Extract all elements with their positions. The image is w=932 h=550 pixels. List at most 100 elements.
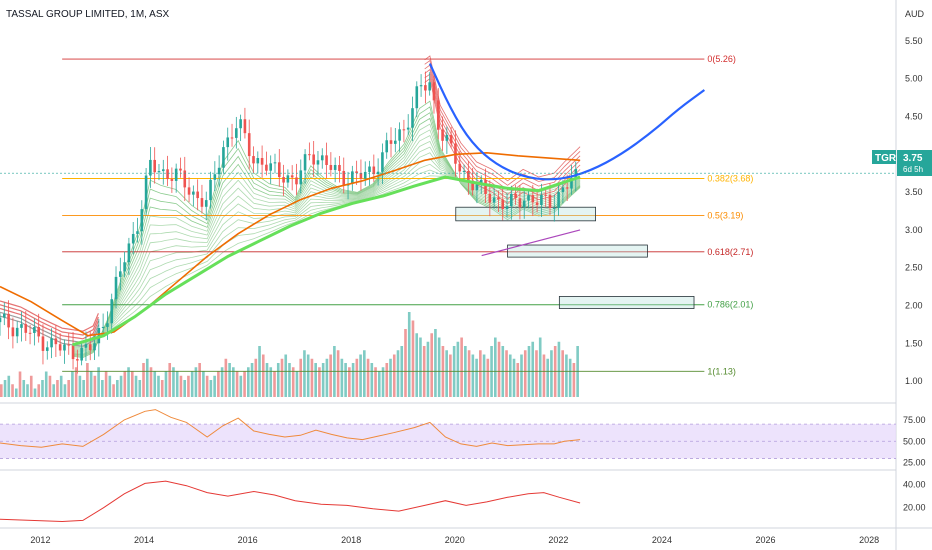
candle-body — [505, 206, 509, 210]
volume-bar — [104, 371, 108, 397]
candle-body — [11, 327, 15, 337]
candle-body — [204, 200, 208, 207]
volume-bar — [516, 363, 520, 397]
ma-ribbon-early-line — [0, 300, 99, 332]
volume-bar — [130, 371, 134, 397]
candle-body — [565, 187, 569, 189]
x-tick-label: 2026 — [756, 535, 776, 545]
candle-body — [88, 344, 92, 351]
candle-body — [527, 195, 530, 201]
candle-body — [28, 332, 32, 334]
candle-body — [419, 85, 423, 87]
candle-body — [157, 171, 161, 173]
candle-body — [329, 165, 333, 170]
candle-body — [80, 347, 83, 361]
volume-bar — [153, 371, 157, 397]
candle-body — [467, 170, 470, 182]
candle-body — [333, 164, 337, 170]
price-badge: TGR 3.75 6d 5h — [872, 150, 932, 176]
volume-bar — [411, 320, 415, 397]
candle-body — [355, 171, 358, 174]
volume-bar — [385, 363, 389, 397]
candle-body — [312, 154, 315, 165]
currency-label: AUD — [905, 9, 925, 19]
candle-body — [432, 82, 436, 101]
candle-body — [445, 134, 449, 141]
ma-ribbon-line — [72, 123, 581, 354]
volume-bar — [265, 363, 269, 397]
volume-bar — [138, 380, 142, 397]
volume-bar — [7, 375, 11, 397]
adx-line — [0, 480, 581, 523]
badge-countdown: 6d 5h — [903, 165, 923, 174]
x-tick-label: 2018 — [341, 535, 361, 545]
y-tick-label: 5.00 — [905, 74, 923, 84]
volume-bar — [67, 380, 70, 397]
volume-bar — [175, 371, 179, 397]
volume-bar — [512, 358, 516, 397]
target-zone — [455, 206, 597, 222]
candle-body — [101, 326, 105, 328]
volume-bar — [232, 367, 235, 397]
candle-body — [41, 336, 45, 351]
volume-bar — [71, 371, 74, 397]
candle-body — [308, 154, 311, 156]
volume-bar — [93, 375, 97, 397]
ma-ribbon-line — [72, 152, 581, 350]
volume-bar — [318, 367, 321, 397]
ma-ribbon-line — [72, 158, 581, 349]
volume-bar — [63, 384, 67, 397]
candle-body — [252, 156, 255, 164]
candle-body — [376, 171, 380, 175]
candle-body — [325, 155, 328, 166]
candle-body — [93, 343, 96, 351]
volume-bar — [97, 367, 100, 397]
ma-ribbon-line — [72, 100, 581, 359]
x-tick-label: 2020 — [445, 535, 465, 545]
volume-bar — [437, 337, 441, 397]
candle-body — [213, 174, 217, 180]
candle-body — [265, 164, 268, 171]
candle-body — [492, 197, 496, 203]
candle-body — [179, 168, 182, 171]
lower-indicators — [0, 409, 581, 523]
candle-body — [372, 166, 376, 175]
x-tick-label: 2016 — [238, 535, 258, 545]
volume-bar — [542, 354, 546, 397]
volume-bar — [493, 337, 497, 397]
volume-bar — [303, 350, 306, 397]
ma-ribbon-line — [72, 175, 581, 346]
y-tick-label: 3.00 — [905, 225, 923, 235]
candle-body — [557, 192, 560, 208]
volume-bar — [187, 375, 190, 397]
ma-ribbon-line — [72, 129, 581, 353]
volume-bar — [449, 354, 452, 397]
volume-bar — [179, 375, 183, 397]
candle-body — [239, 119, 242, 129]
ma-ribbon-line — [72, 135, 581, 352]
candle-body — [299, 170, 303, 185]
volume-bar — [415, 333, 419, 397]
candle-body — [531, 195, 535, 203]
candle-body — [0, 317, 2, 323]
target-zones — [455, 206, 695, 309]
volume-bar — [246, 367, 250, 397]
candle-body — [488, 193, 492, 203]
fib-level-label: 1(1.13) — [707, 366, 736, 376]
y-axis: 5.505.004.504.003.503.002.502.001.501.00… — [903, 36, 926, 513]
volume-bar — [172, 367, 175, 397]
candle-body — [226, 137, 230, 148]
volume-bar — [127, 367, 130, 397]
candle-body — [45, 347, 49, 351]
candle-body — [394, 140, 397, 144]
candle-body — [286, 175, 290, 183]
volume-bar — [86, 363, 89, 397]
candle-body — [235, 128, 238, 138]
volume-bar — [224, 358, 228, 397]
candle-body — [136, 231, 139, 234]
fib-level-label: 0.786(2.01) — [707, 300, 753, 310]
target-zone — [558, 296, 695, 309]
volume-bar — [183, 380, 186, 397]
volume-bar — [119, 375, 123, 397]
